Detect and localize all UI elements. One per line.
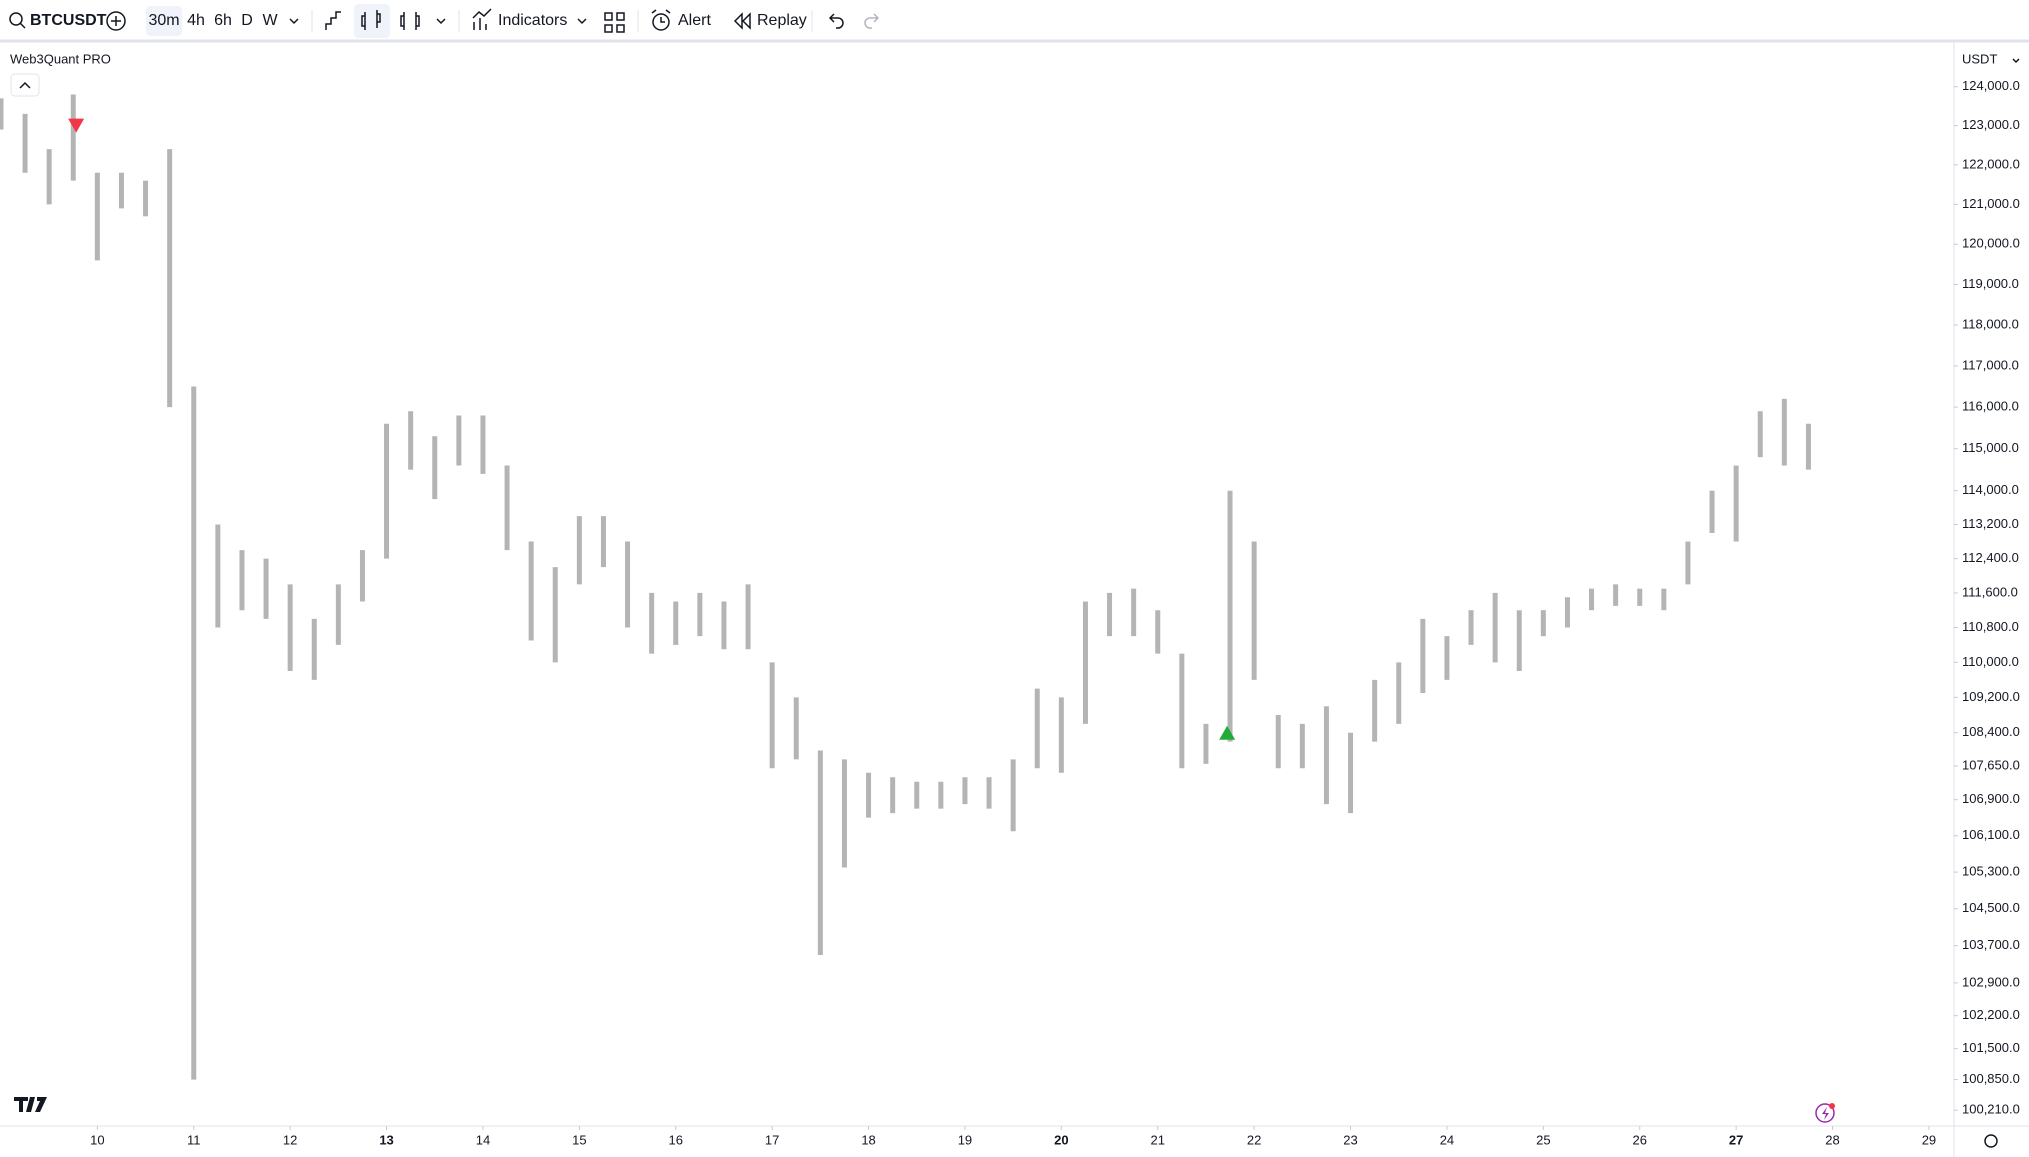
x-tick-label: 17 — [765, 1132, 779, 1147]
search-icon[interactable] — [9, 12, 23, 26]
y-tick-label: 105,300.0 — [1962, 864, 2020, 879]
y-tick-label: 110,000.0 — [1962, 654, 2019, 669]
x-tick-label: 26 — [1633, 1132, 1647, 1147]
y-tick-label: 107,650.0 — [1962, 758, 2020, 773]
x-tick-label: 15 — [572, 1132, 586, 1147]
y-tick-label: 114,000.0 — [1962, 482, 2019, 497]
logo-text: PRO — [60, 1100, 82, 1111]
logo-mark — [14, 1097, 47, 1112]
y-tick-label: 112,400.0 — [1962, 550, 2019, 565]
indicators-icon[interactable] — [472, 8, 492, 30]
y-tick-label: 106,100.0 — [1962, 827, 2020, 842]
y-tick-label: 117,000.0 — [1962, 357, 2019, 372]
y-tick-label: 102,900.0 — [1962, 974, 2020, 989]
chart-style-candles[interactable] — [361, 10, 381, 30]
y-tick-label: 100,850.0 — [1962, 1071, 2020, 1086]
x-tick-label: 24 — [1440, 1132, 1454, 1147]
layouts-icon[interactable] — [604, 12, 625, 33]
indicator-title: Web3Quant PRO — [10, 51, 111, 66]
chart-style-active-bg — [354, 4, 390, 38]
lightning-icon — [1822, 1107, 1829, 1120]
chart-style-menu[interactable] — [436, 18, 446, 25]
interval[interactable]: 30m — [148, 12, 179, 29]
add-symbol[interactable] — [106, 11, 126, 31]
y-tick-label: 111,600.0 — [1962, 584, 2018, 599]
signal-down — [68, 118, 85, 133]
replay-button[interactable]: Replay — [757, 12, 807, 29]
collapse-button[interactable] — [10, 73, 40, 97]
x-tick-label: 19 — [958, 1132, 972, 1147]
y-tick-label: 113,200.0 — [1962, 516, 2019, 531]
interval-menu[interactable] — [289, 18, 299, 25]
alert-button[interactable]: Alert — [678, 12, 711, 29]
collapse-icon — [19, 81, 31, 89]
x-tick-label: 29 — [1922, 1132, 1936, 1147]
alert-icon-detail — [651, 9, 671, 23]
currency[interactable]: USDT — [1962, 51, 1997, 66]
x-tick-label: 13 — [379, 1132, 393, 1147]
x-tick-label: 20 — [1054, 1132, 1068, 1147]
x-tick-label: 23 — [1343, 1132, 1357, 1147]
x-tick-label: 25 — [1536, 1132, 1550, 1147]
x-tick-label: 27 — [1729, 1132, 1743, 1147]
y-tick-label: 124,000.0 — [1962, 78, 2020, 93]
interval[interactable]: W — [262, 12, 278, 29]
replay-icon[interactable] — [733, 12, 751, 30]
y-tick-label: 106,900.0 — [1962, 791, 2020, 806]
interval-active-bg — [146, 6, 182, 36]
y-tick-label: 102,200.0 — [1962, 1007, 2020, 1022]
y-tick-label: 100,210.0 — [1962, 1102, 2020, 1117]
interval[interactable]: 4h — [187, 12, 205, 29]
y-tick-label: 119,000.0 — [1962, 276, 2019, 291]
y-tick-label: 116,000.0 — [1962, 399, 2019, 414]
notification-dot — [1829, 1103, 1835, 1109]
lightning-badge[interactable] — [1815, 1103, 1835, 1123]
y-tick-label: 103,700.0 — [1962, 937, 2020, 952]
y-tick-label: 121,000.0 — [1962, 196, 2020, 211]
y-tick-label: 110,800.0 — [1962, 619, 2019, 634]
x-tick-label: 18 — [861, 1132, 875, 1147]
interval[interactable]: D — [241, 12, 253, 29]
toolbar: BTCUSDT 30m 4h 6h D W Indicators Alert R… — [0, 4, 2029, 43]
x-tick-label: 12 — [283, 1132, 297, 1147]
y-tick-label: 120,000.0 — [1962, 236, 2020, 251]
logo: PRO — [14, 1097, 82, 1112]
chart-style-line[interactable] — [325, 11, 341, 30]
y-tick-label: 101,500.0 — [1962, 1040, 2020, 1055]
y-tick-label: 109,200.0 — [1962, 689, 2020, 704]
alert-icon[interactable] — [652, 13, 670, 31]
signal-up — [1219, 725, 1236, 740]
x-tick-label: 21 — [1151, 1132, 1165, 1147]
y-tick-label: 104,500.0 — [1962, 900, 2020, 915]
x-tick-label: 16 — [669, 1132, 683, 1147]
redo[interactable] — [864, 13, 880, 29]
x-tick-label: 28 — [1825, 1132, 1839, 1147]
indicators-button[interactable]: Indicators — [498, 12, 567, 29]
add-symbol-plus — [111, 16, 121, 26]
x-tick-label: 11 — [187, 1132, 201, 1147]
symbol[interactable]: BTCUSDT — [30, 12, 107, 29]
x-tick-label: 22 — [1247, 1132, 1261, 1147]
x-tick-label: 10 — [90, 1132, 104, 1147]
y-tick-label: 123,000.0 — [1962, 117, 2020, 132]
x-tick-label: 14 — [476, 1132, 490, 1147]
y-tick-label: 118,000.0 — [1962, 316, 2019, 331]
undo[interactable] — [828, 13, 844, 29]
interval[interactable]: 6h — [214, 12, 232, 29]
search-icon-handle — [19, 22, 26, 29]
chart-style-bars[interactable] — [400, 12, 420, 30]
y-tick-label: 122,000.0 — [1962, 156, 2020, 171]
settings-icon[interactable] — [1984, 1134, 1998, 1148]
currency-menu[interactable] — [2012, 58, 2020, 64]
y-tick-label: 108,400.0 — [1962, 724, 2020, 739]
indicators-menu[interactable] — [577, 18, 587, 25]
y-tick-label: 115,000.0 — [1962, 440, 2019, 455]
